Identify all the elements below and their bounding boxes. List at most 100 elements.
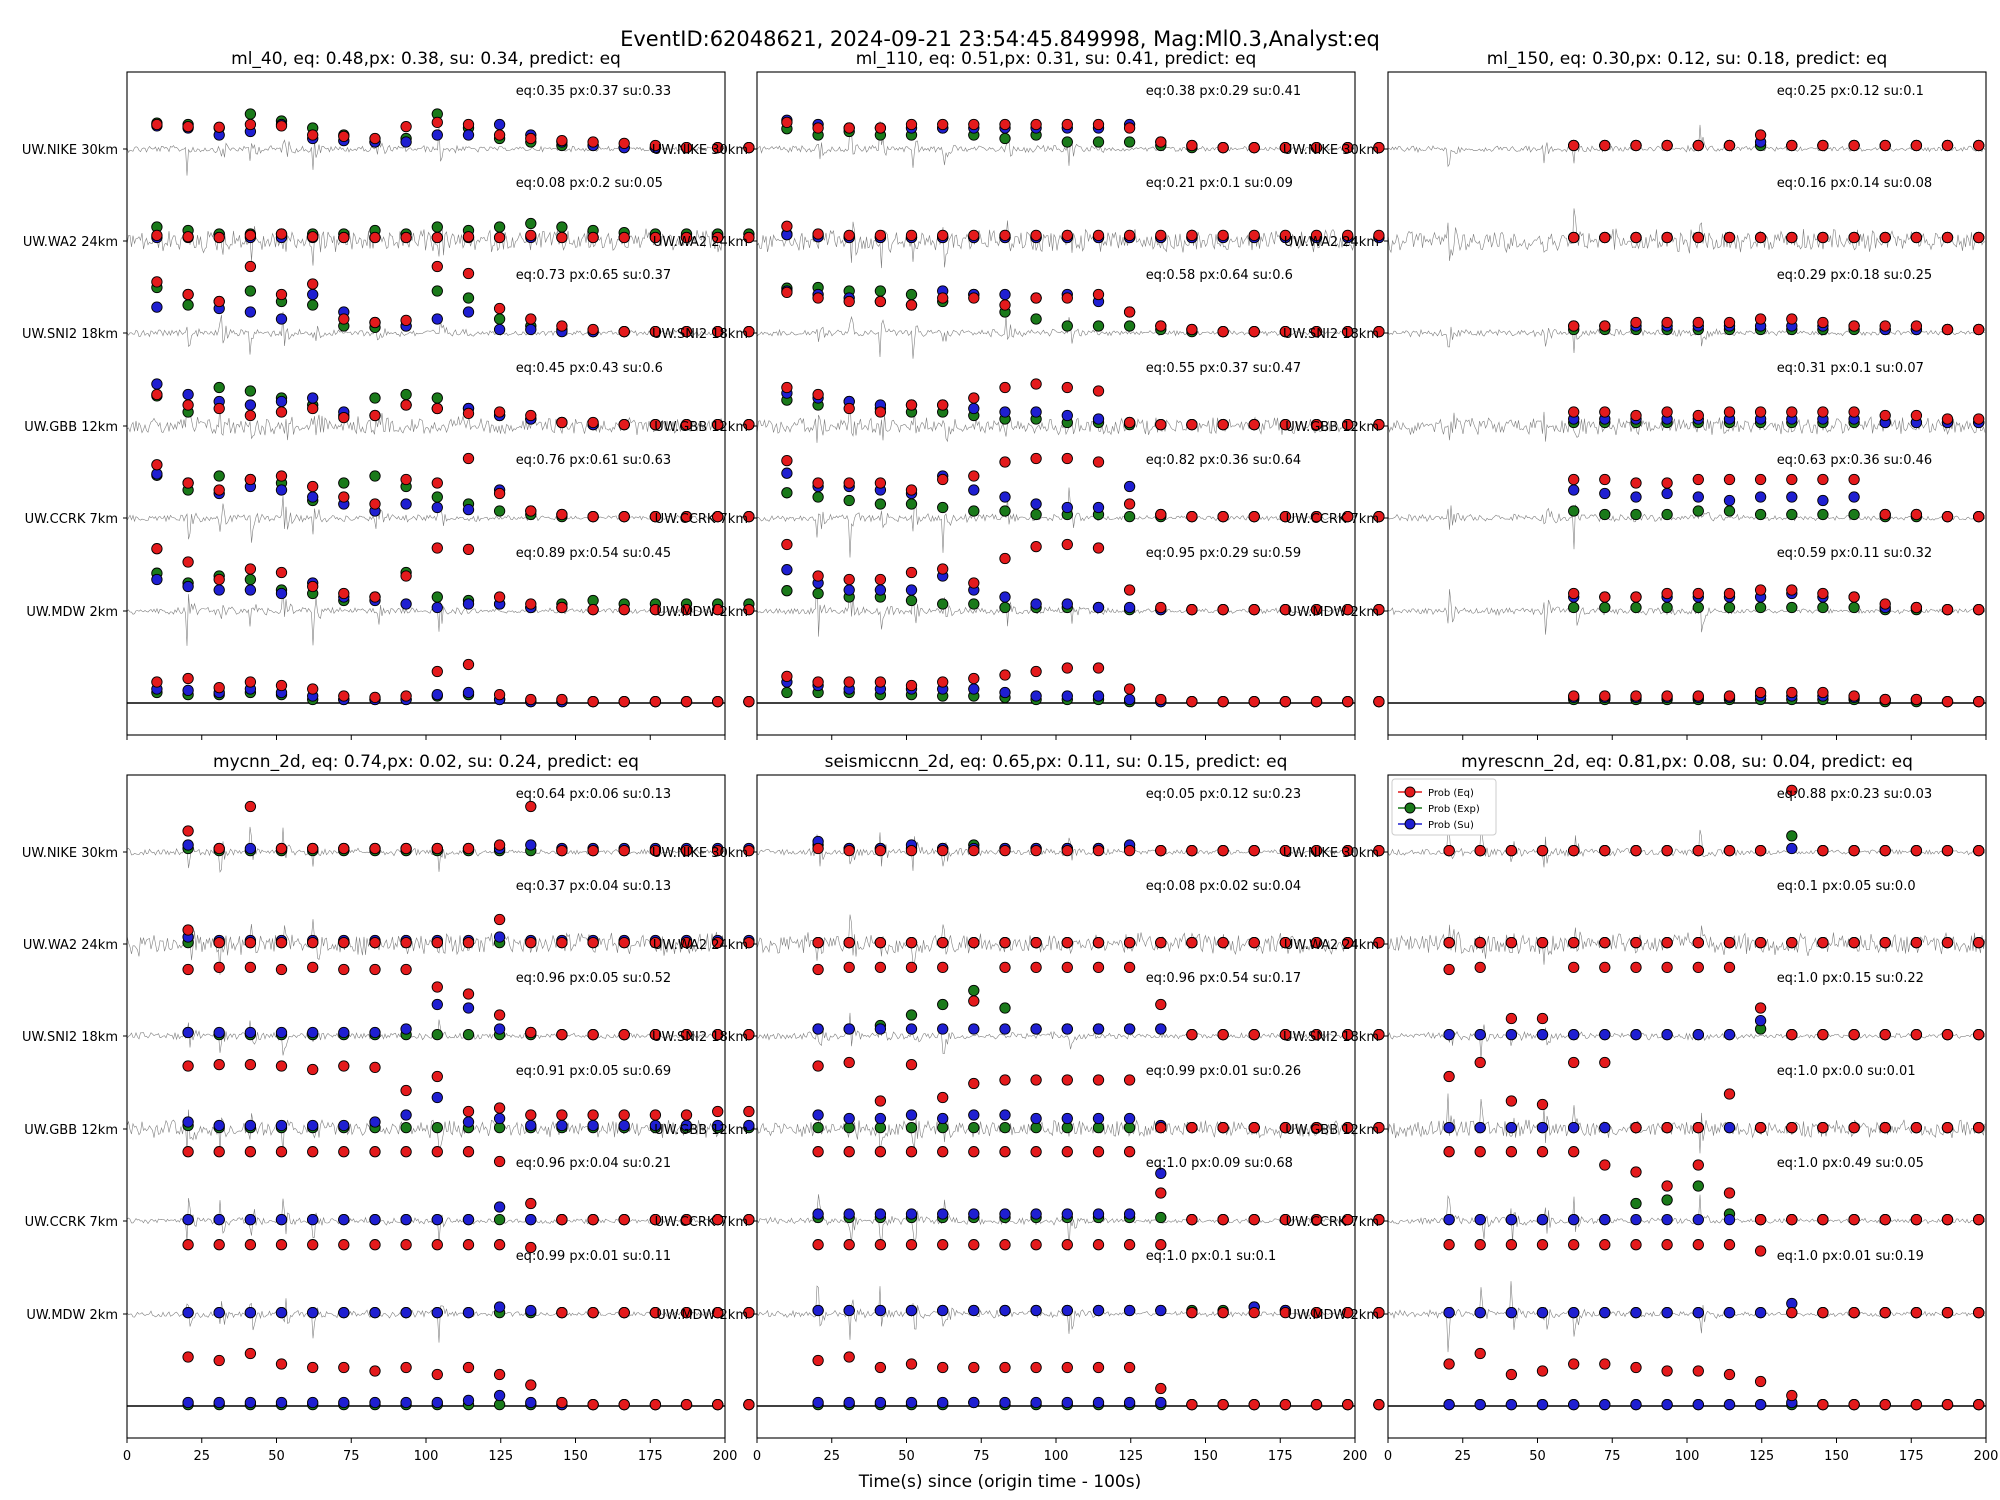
prob-eq-dot [968, 1077, 980, 1090]
prob-eq-dot [999, 1361, 1011, 1374]
prob-eq-dot [874, 1361, 887, 1374]
prob-eq-dot [1342, 229, 1354, 242]
prob-px-dot [1723, 601, 1736, 614]
prob-eq-dot [493, 1155, 506, 1168]
prob-eq-dot [213, 1354, 225, 1367]
prob-eq-dot [1030, 936, 1042, 949]
prob-eq-dot [1505, 844, 1518, 857]
prob-eq-dot [493, 1368, 506, 1381]
prob-eq-dot [1092, 961, 1105, 974]
prob-eq-dot [493, 1102, 506, 1114]
prob-eq-dot [1342, 1306, 1354, 1319]
panel-title: ml_110, eq: 0.51,px: 0.31, su: 0.41, pre… [856, 49, 1257, 69]
prob-eq-dot [1848, 591, 1860, 603]
prob-eq-dot [1310, 1028, 1323, 1041]
prob-eq-dot [1186, 1121, 1198, 1134]
prob-eq-dot [680, 418, 693, 431]
prob-eq-dot [462, 658, 475, 671]
prob-eq-dot [649, 603, 662, 616]
prob-su-dot [182, 839, 194, 851]
prob-su-dot [812, 1208, 824, 1220]
prob-eq-dot [1474, 1056, 1486, 1069]
prob-eq-dot [1661, 936, 1673, 949]
prob-eq-dot [1474, 844, 1486, 857]
x-tick-label: 25 [193, 1449, 210, 1464]
prob-su-dot [1030, 1396, 1042, 1409]
prob-eq-dot [1910, 508, 1923, 521]
prob-eq-dot [400, 1361, 412, 1374]
prob-eq-dot [338, 313, 350, 325]
prob-eq-dot [1061, 538, 1073, 551]
prob-eq-dot [244, 1058, 257, 1071]
prob-eq-dot [182, 1146, 194, 1158]
axes-frame [126, 774, 726, 1439]
station-label: UW.WA2 24km [653, 938, 748, 953]
x-tick-label: 50 [268, 1449, 285, 1464]
prob-su-dot [1474, 1121, 1486, 1134]
prob-su-dot [1030, 498, 1042, 510]
prob-su-dot [213, 1026, 225, 1039]
prob-eq-dot [843, 844, 855, 857]
prob-su-dot [462, 1213, 475, 1226]
prob-eq-dot [1661, 587, 1673, 600]
prob-px-dot [400, 388, 412, 401]
prob-su-dot [1599, 1398, 1611, 1411]
prob-eq-dot [812, 228, 824, 240]
prob-eq-dot [843, 1351, 855, 1363]
waveform-trace [1387, 316, 1986, 354]
prob-eq-dot [1848, 231, 1860, 244]
prob-eq-dot [1973, 323, 1985, 336]
probability-annotation: eq:0.96 px:0.54 su:0.17 [1146, 971, 1301, 986]
prob-eq-dot [182, 120, 194, 133]
prob-eq-dot [1373, 1121, 1385, 1134]
prob-su-dot [843, 1208, 855, 1220]
prob-eq-dot [182, 399, 194, 411]
prob-eq-dot [937, 399, 949, 411]
prob-eq-dot [1879, 1398, 1891, 1411]
station-label: UW.GBB 12km [24, 1123, 118, 1138]
prob-su-dot [1061, 1208, 1073, 1220]
prob-eq-dot [338, 842, 350, 855]
prob-eq-dot [618, 1213, 630, 1226]
prob-eq-dot [1443, 963, 1455, 976]
prob-su-dot [1568, 1213, 1580, 1226]
prob-eq-dot [556, 1306, 568, 1319]
prob-eq-dot [1568, 587, 1580, 600]
prob-eq-dot [1155, 508, 1167, 521]
prob-eq-dot [1310, 844, 1323, 857]
prob-eq-dot [743, 695, 755, 708]
prob-eq-dot [968, 1146, 980, 1158]
prob-eq-dot [1248, 510, 1260, 523]
prob-eq-dot [307, 480, 319, 493]
prob-eq-dot [1373, 1306, 1385, 1319]
prob-eq-dot [1879, 1306, 1891, 1319]
prob-eq-dot [1568, 936, 1580, 949]
prob-su-dot [1661, 487, 1673, 500]
prob-eq-dot [1279, 603, 1292, 616]
waveform-trace [126, 1109, 725, 1156]
prob-su-dot [244, 842, 257, 855]
prob-su-dot [1505, 1306, 1518, 1319]
prob-eq-dot [1155, 601, 1167, 614]
prob-su-dot [275, 587, 288, 600]
prob-eq-dot [556, 320, 568, 332]
prob-su-dot [1661, 1213, 1673, 1226]
prob-su-dot [493, 1301, 506, 1313]
prob-eq-dot [1848, 139, 1860, 152]
prob-eq-dot [1599, 844, 1611, 857]
prob-eq-dot [968, 672, 980, 685]
prob-eq-dot [999, 118, 1011, 131]
prob-eq-dot [1973, 603, 1985, 616]
prob-eq-dot [1973, 1121, 1985, 1134]
prob-su-dot [275, 395, 288, 408]
prob-su-dot [999, 686, 1011, 699]
prob-eq-dot [618, 510, 630, 523]
prob-eq-dot [1030, 452, 1042, 465]
prob-eq-dot [1373, 695, 1385, 708]
prob-eq-dot [1123, 961, 1136, 974]
prob-eq-dot [1248, 229, 1260, 242]
prob-su-dot [1536, 1398, 1549, 1411]
prob-eq-dot [1568, 473, 1580, 486]
station-label: UW.GBB 12km [1285, 1123, 1379, 1138]
